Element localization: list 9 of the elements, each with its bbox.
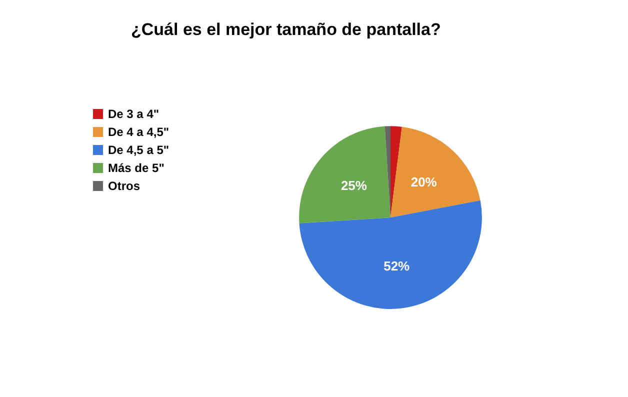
legend-label: De 3 a 4" bbox=[108, 107, 160, 121]
data-label: 20% bbox=[410, 174, 438, 190]
legend-label: Más de 5" bbox=[108, 161, 164, 175]
legend-label: Otros bbox=[108, 179, 140, 193]
data-label: 52% bbox=[384, 258, 410, 274]
legend-label: De 4 a 4,5" bbox=[108, 125, 170, 139]
chart-title: ¿Cuál es el mejor tamaño de pantalla? bbox=[131, 20, 441, 39]
legend-label: De 4,5 a 5" bbox=[108, 143, 170, 157]
data-label: 25% bbox=[340, 178, 368, 193]
